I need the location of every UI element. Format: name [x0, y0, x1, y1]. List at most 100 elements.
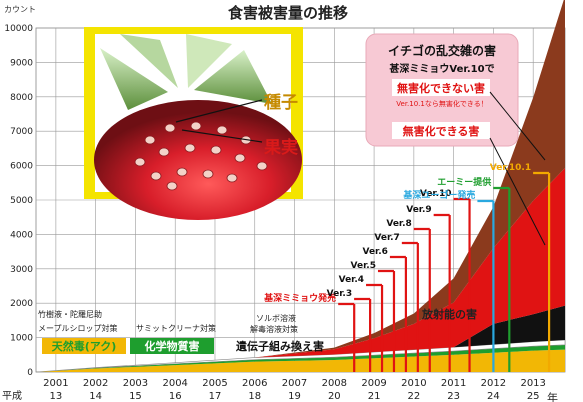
- x-tick-label: 2007: [282, 378, 307, 389]
- x-tick-label: 2006: [242, 378, 267, 389]
- era-tick-label: 24: [487, 391, 500, 402]
- seed-dot: [234, 153, 246, 163]
- x-tick-label: 2011: [441, 378, 466, 389]
- seed-dot: [166, 181, 178, 191]
- seed-dot: [134, 157, 146, 167]
- y-axis-label: カウント: [4, 5, 36, 14]
- era-prefix-label: 平成: [2, 390, 22, 402]
- seed-dot: [216, 125, 228, 135]
- version-label: 基深ユーゴー発売: [402, 189, 475, 201]
- callout-title: イチゴの乱交雑の害: [388, 43, 496, 58]
- area-無害化できる害: [36, 168, 565, 372]
- seed-dot: [176, 167, 188, 177]
- version-label: Ver.7: [374, 233, 399, 243]
- y-tick-label: 4000: [10, 230, 33, 240]
- annotation-summit: サミットクリーナ対策: [136, 323, 216, 333]
- year-unit-label: 年: [546, 391, 559, 402]
- annotation-acorn: 竹樹液・陀羅尼助: [38, 309, 102, 319]
- strawberry-photo: 種子 果実: [84, 27, 303, 220]
- area-series: [35, 0, 566, 373]
- era-tick-label: 23: [447, 391, 460, 402]
- era-tick-label: 20: [328, 391, 341, 402]
- y-tick-label: 3000: [10, 265, 33, 275]
- version-label: Ver.10: [420, 189, 452, 199]
- x-tick-label: 2003: [123, 378, 148, 389]
- seed-label: 種子: [264, 92, 298, 113]
- chart-title: 食害被害量の推移: [228, 4, 348, 22]
- leaf-top-right: [186, 34, 232, 88]
- era-tick-label: 13: [50, 391, 63, 402]
- leaf-right: [194, 50, 272, 104]
- leaf-left: [100, 48, 168, 110]
- era-tick-label: 18: [248, 391, 261, 402]
- callout-subtitle: 甚深ミミョウVer.10で: [389, 62, 494, 75]
- x-tick-label: 2012: [481, 378, 506, 389]
- version-label: Ver.8: [386, 219, 411, 229]
- fix-label: 無害化できる害: [403, 124, 480, 138]
- annotation-radiation: 放射能の害: [421, 307, 477, 321]
- no-fix-label: 無害化できない害: [397, 81, 485, 95]
- fruit-label: 果実: [264, 137, 298, 158]
- era-tick-label: 25: [527, 391, 540, 402]
- legend-box: [130, 338, 214, 354]
- y-tick-label: 10000: [4, 24, 33, 34]
- x-tick-label: 2002: [83, 378, 108, 389]
- annotation-gmo: 遺伝子組み換え害: [235, 339, 324, 353]
- seed-dot: [202, 169, 214, 179]
- annotation-solbo: ソルボ溶液: [256, 313, 296, 323]
- version-label: Ver.10.1: [490, 163, 531, 173]
- seed-dot: [184, 143, 196, 153]
- era-tick-label: 19: [288, 391, 301, 402]
- seed-dot: [190, 121, 202, 131]
- berry-body: [94, 100, 302, 220]
- era-tick-label: 17: [209, 391, 222, 402]
- seed-pointer: [175, 99, 263, 123]
- fix-label-bg: [392, 122, 490, 139]
- annotation-maple: メープルシロップ対策: [38, 323, 118, 333]
- version-label: Ver.9: [406, 205, 431, 215]
- seed-dot: [158, 147, 170, 157]
- leaf-top-left: [120, 34, 178, 88]
- seed-dot: [226, 173, 238, 183]
- legend-box: [42, 338, 126, 354]
- x-tick-label: 2001: [43, 378, 68, 389]
- y-tick-label: 8000: [10, 93, 33, 103]
- annotation-gedoku: 解毒溶液対策: [250, 324, 298, 334]
- x-tick-label: 2010: [401, 378, 426, 389]
- x-tick-label: 2009: [361, 378, 386, 389]
- seed-dot: [150, 171, 162, 181]
- callout-note: Ver.10.1なら無害化できる！: [396, 99, 487, 108]
- seed-dot: [210, 145, 222, 155]
- legend-label: 天然毒(アク): [52, 339, 117, 353]
- seed-dot: [144, 135, 156, 145]
- seed-dot: [256, 161, 268, 171]
- no-fix-arrow: [489, 91, 546, 161]
- era-tick-label: 15: [129, 391, 142, 402]
- y-tick-label: 1000: [10, 334, 33, 344]
- no-fix-label-bg: [392, 79, 490, 96]
- y-tick-labels: 0 1000 2000 3000 4000 5000 6000 7000 8000 9000 100…: [4, 24, 33, 378]
- version-label: Ver.5: [351, 261, 376, 271]
- y-tick-label: 5000: [10, 196, 33, 206]
- x-tick-label: 2008: [322, 378, 347, 389]
- fix-arrow: [489, 137, 546, 246]
- legend-label: 化学物質害: [145, 339, 200, 353]
- y-tick-label: 2000: [10, 299, 33, 309]
- era-tick-label: 14: [89, 391, 102, 402]
- seed-dot: [164, 123, 176, 133]
- callout-box: イチゴの乱交雑の害 甚深ミミョウVer.10で 無害化できない害 Ver.10.…: [365, 33, 546, 246]
- y-tick-label: 0: [27, 368, 33, 378]
- fruit-pointer: [181, 129, 263, 143]
- y-tick-label: 9000: [10, 58, 33, 68]
- y-tick-label: 7000: [10, 127, 33, 137]
- version-label: 基深ミミョウ発売: [263, 292, 336, 304]
- legend-boxes: 天然毒(アク) 化学物質害: [42, 338, 214, 354]
- berry-seeds: [134, 121, 268, 191]
- area-天然毒(アク): [36, 349, 565, 372]
- version-label: Ver.4: [339, 275, 364, 285]
- era-tick-label: 22: [407, 391, 420, 402]
- x-tick-label: 2013: [520, 378, 545, 389]
- era-tick-label: 16: [169, 391, 182, 402]
